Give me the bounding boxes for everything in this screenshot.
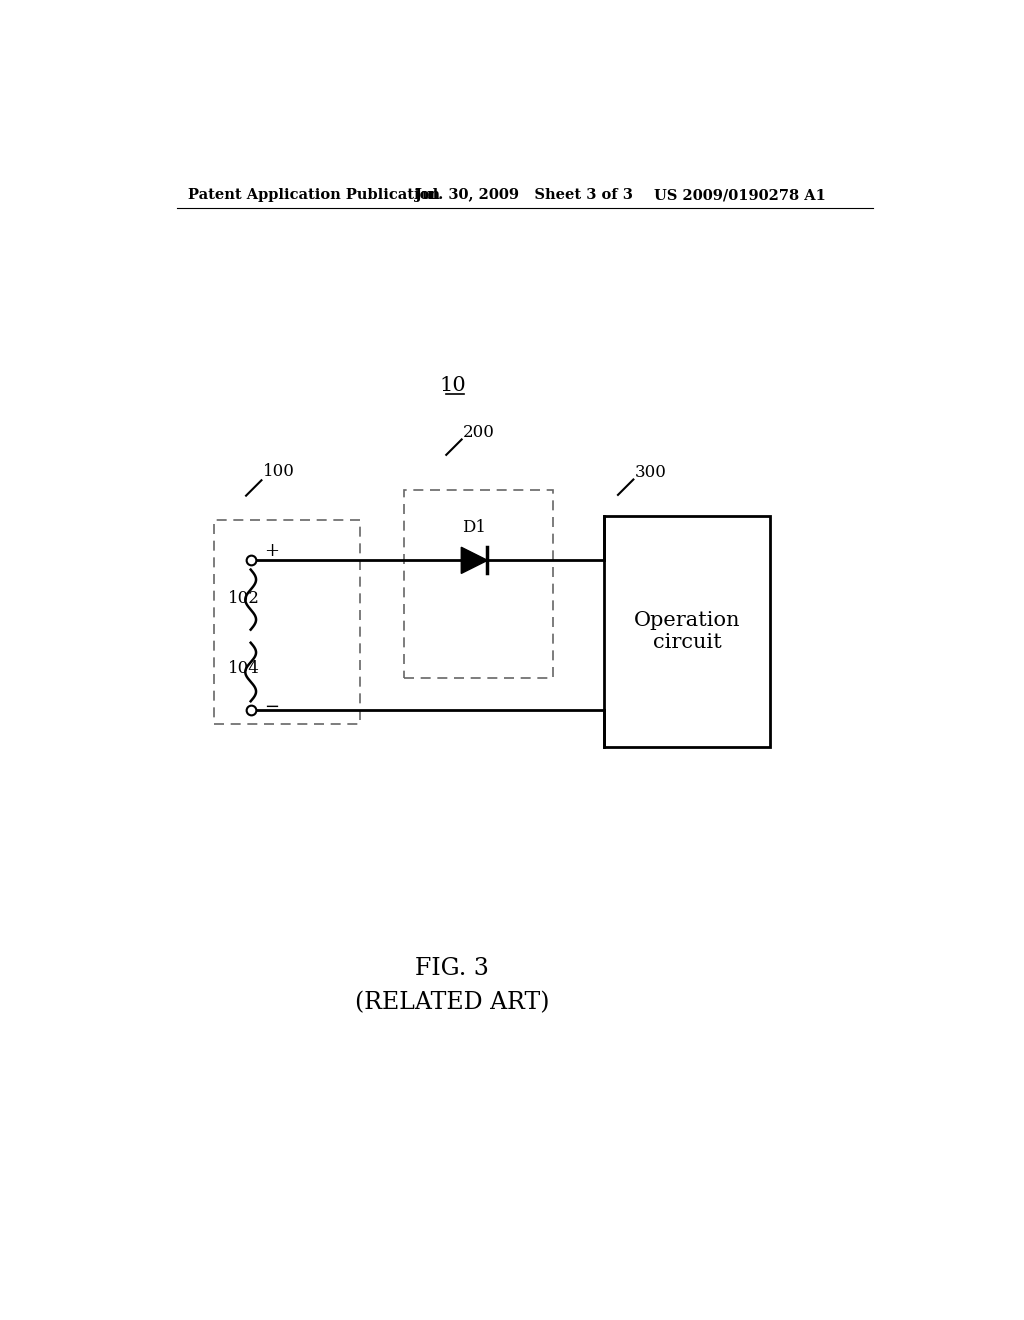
Text: 104: 104 [227,660,259,677]
Text: 102: 102 [227,590,259,607]
Text: US 2009/0190278 A1: US 2009/0190278 A1 [654,189,826,202]
Polygon shape [461,548,487,573]
Text: Jul. 30, 2009   Sheet 3 of 3: Jul. 30, 2009 Sheet 3 of 3 [416,189,633,202]
Text: FIG. 3: FIG. 3 [416,957,489,979]
Text: D1: D1 [463,520,486,536]
Text: 100: 100 [263,463,295,480]
Bar [214,520,360,725]
Text: 200: 200 [463,424,495,441]
Text: Patent Application Publication: Patent Application Publication [188,189,440,202]
Text: +: + [264,543,280,560]
Text: Operation
circuit: Operation circuit [634,611,740,652]
Bar [403,490,553,678]
Text: (RELATED ART): (RELATED ART) [355,991,550,1015]
Text: −: − [264,698,280,715]
Text: 300: 300 [635,465,667,480]
Text: 10: 10 [439,376,466,395]
Bar [604,516,770,747]
